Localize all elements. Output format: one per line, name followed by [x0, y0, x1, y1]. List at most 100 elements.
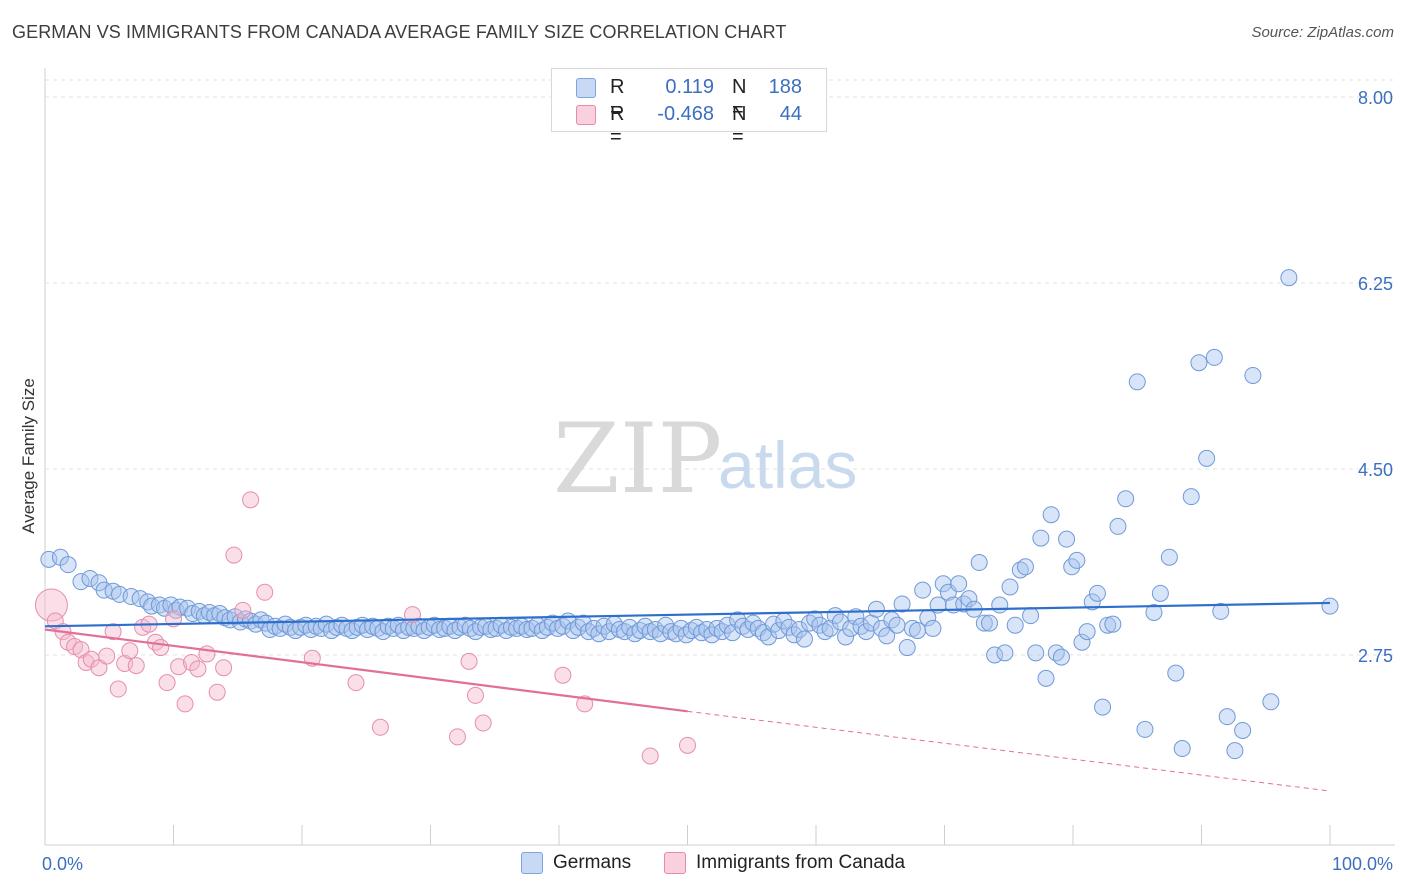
data-point-germans [1068, 551, 1086, 569]
data-point-canada [347, 674, 365, 692]
legend-label-canada: Immigrants from Canada [696, 852, 906, 873]
data-point-germans [759, 628, 777, 646]
data-point-germans [95, 581, 113, 599]
data-point-canada [34, 588, 68, 622]
data-point-germans [831, 613, 849, 631]
watermark: ZIP atlas [553, 403, 857, 515]
legend-label-germans: Germans [553, 852, 632, 873]
data-point-canada [98, 647, 116, 665]
data-point-germans [898, 639, 916, 657]
legend-r-value: -0.468 [657, 103, 714, 125]
data-point-canada [90, 659, 108, 677]
legend-swatch-germans [576, 78, 596, 98]
series-immigrants-from-canada [34, 491, 696, 765]
data-point-germans [785, 626, 803, 644]
data-point-germans [497, 622, 515, 640]
data-point-germans [1198, 449, 1216, 467]
data-point-germans [708, 619, 726, 637]
data-point-germans [975, 614, 993, 632]
data-point-canada [152, 639, 170, 657]
data-point-canada [182, 653, 200, 671]
data-point-germans [960, 590, 978, 608]
legend-swatch-canada [576, 105, 596, 125]
data-point-germans [924, 619, 942, 637]
data-point-germans [1151, 584, 1169, 602]
data-point-germans [574, 614, 592, 632]
series-legend: Germans Immigrants from Canada [0, 850, 1406, 880]
y-tick-label: 4.50 [1358, 460, 1393, 480]
data-point-germans [1321, 597, 1339, 615]
data-point-germans [1205, 348, 1223, 366]
data-point-germans [1173, 740, 1191, 758]
data-point-germans [1218, 708, 1236, 726]
data-point-germans [816, 623, 834, 641]
chart-title: GERMAN VS IMMIGRANTS FROM CANADA AVERAGE… [12, 22, 787, 42]
data-point-canada [242, 491, 260, 509]
y-axis-label: Average Family Size [19, 378, 38, 534]
data-point-germans [1212, 602, 1230, 620]
data-point-germans [1190, 354, 1208, 372]
legend-n-label: N = [732, 76, 747, 121]
y-tick-label: 6.25 [1358, 274, 1393, 294]
data-point-germans [1001, 578, 1019, 596]
data-point-canada [189, 660, 207, 678]
data-point-germans [893, 595, 911, 613]
legend-r-value: 0.119 [665, 76, 714, 98]
data-point-germans [1078, 623, 1096, 641]
legend-r-label: R = [610, 103, 625, 148]
data-point-germans [374, 623, 392, 641]
data-point-germans [790, 620, 808, 638]
data-point-canada [679, 736, 696, 754]
data-point-germans [1099, 616, 1117, 634]
source-label: Source: ZipAtlas.com [1251, 24, 1394, 41]
data-point-germans [770, 622, 788, 640]
data-point-germans [1032, 529, 1050, 547]
data-point-canada [576, 695, 594, 713]
data-point-germans [1037, 669, 1055, 687]
data-point-canada [371, 718, 389, 736]
data-point-canada [225, 546, 243, 564]
data-point-germans [1073, 633, 1091, 651]
y-tick-label: 2.75 [1358, 646, 1393, 666]
data-point-germans [1058, 530, 1076, 548]
data-point-germans [1182, 488, 1200, 506]
data-point-canada [158, 674, 176, 692]
data-point-canada [448, 728, 466, 746]
data-point-germans [970, 554, 988, 572]
data-point-germans [1145, 603, 1163, 621]
data-point-germans [837, 628, 855, 646]
data-point-germans [1234, 721, 1252, 739]
data-point-germans [59, 556, 77, 574]
data-point-germans [1128, 373, 1146, 391]
data-point-germans [878, 627, 896, 645]
data-point-germans [1109, 517, 1127, 535]
y-tick-label: 8.00 [1358, 88, 1393, 108]
data-point-germans [1280, 269, 1298, 287]
trend-line-canada [44, 628, 688, 713]
data-point-germans [1104, 615, 1122, 633]
data-point-germans [1083, 593, 1101, 611]
data-point-canada [104, 623, 122, 641]
data-point-germans [991, 596, 1009, 614]
data-point-germans [636, 617, 654, 635]
data-point-germans [1011, 561, 1029, 579]
watermark-atlas: atlas [718, 428, 857, 502]
data-point-germans [1022, 607, 1040, 625]
data-point-canada [121, 642, 139, 660]
data-point-germans [1042, 506, 1060, 524]
data-point-germans [795, 630, 813, 648]
data-point-germans [996, 644, 1014, 662]
data-point-germans [523, 619, 541, 637]
data-point-germans [1094, 698, 1112, 716]
data-point-canada [460, 652, 478, 670]
data-point-canada [554, 666, 572, 684]
data-point-canada [215, 659, 233, 677]
data-point-germans [518, 620, 536, 638]
data-point-germans [343, 622, 361, 640]
data-point-germans [415, 622, 433, 640]
trend-lines [44, 601, 1331, 792]
data-point-germans [867, 600, 885, 618]
data-point-canada [77, 653, 95, 671]
data-point-germans [888, 616, 906, 634]
